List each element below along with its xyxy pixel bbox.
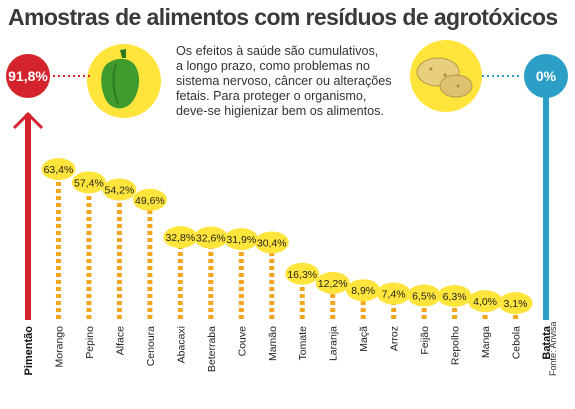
description-line: Os efeitos à saúde são cumulativos,: [176, 44, 379, 58]
bar-blob: [407, 284, 442, 307]
value-badge-min: [524, 54, 568, 98]
value-label: 3,1%: [504, 298, 528, 310]
value-label: 32,6%: [196, 233, 226, 245]
bar-blob: [102, 178, 137, 201]
category-label: Tomate: [297, 326, 309, 361]
bar-ray: [513, 313, 519, 320]
description-text: Os efeitos à saúde são cumulativos, a lo…: [176, 44, 406, 119]
bar-blob: [346, 279, 381, 302]
bar-blob: [376, 282, 411, 305]
bar-blob: [163, 226, 198, 249]
category-label: Alface: [114, 326, 126, 355]
description-line: sistema nervoso, câncer ou alterações: [176, 74, 392, 88]
bar-ray: [147, 209, 153, 320]
bar-cap: [12, 111, 44, 130]
value-label: 54,2%: [105, 185, 135, 197]
bar-blob: [71, 171, 106, 194]
value-label: 91,8%: [8, 68, 48, 84]
chart-title: Amostras de alimentos com resíduos de ag…: [8, 4, 558, 30]
bar-batata: [543, 90, 549, 320]
green-pepper-icon: [101, 49, 140, 109]
category-label: Arroz: [389, 326, 401, 351]
bar-blob: [224, 228, 259, 251]
category-label: Maçã: [358, 326, 370, 352]
value-label: 30,4%: [257, 237, 287, 249]
category-label: Feijão: [419, 326, 431, 355]
category-label: Abacaxi: [175, 326, 187, 363]
bar-ray: [421, 305, 427, 320]
bar-ray: [482, 311, 488, 320]
potato-icon: [416, 57, 473, 98]
bar-ray: [269, 252, 275, 320]
bar-ray: [391, 303, 397, 320]
category-label: Pepino: [84, 326, 96, 359]
value-label: 12,2%: [318, 278, 348, 290]
bar-blob: [468, 290, 503, 313]
bar-ray: [86, 192, 92, 320]
category-label: Laranja: [328, 326, 340, 361]
bar-blob: [285, 262, 320, 285]
value-label: 16,3%: [287, 269, 317, 281]
bar-blob: [437, 285, 472, 307]
category-label: Cenoura: [145, 326, 157, 366]
value-badge-max: [6, 54, 50, 98]
value-label: 57,4%: [74, 177, 104, 189]
bar-ray: [208, 247, 214, 320]
bar-ray: [360, 300, 366, 320]
value-label: 63,4%: [44, 164, 74, 176]
description-line: deve-se higienizar bem os alimentos.: [176, 104, 384, 118]
bar-blob: [193, 226, 228, 249]
value-label: 32,8%: [165, 232, 195, 244]
bar-blob: [41, 158, 76, 181]
bar-blob: [315, 271, 350, 294]
category-label: Pimentão: [23, 326, 35, 376]
bar-ray: [452, 306, 458, 320]
category-label: Morango: [53, 326, 65, 368]
value-label: 7,4%: [382, 289, 406, 301]
value-label: 4,0%: [473, 296, 497, 308]
category-label: Batata: [541, 325, 553, 360]
category-label: Repolho: [450, 326, 462, 365]
bar-blob: [498, 292, 533, 315]
bar-blob: [132, 188, 167, 211]
category-label: Manga: [480, 326, 492, 358]
value-label: 31,9%: [226, 234, 256, 246]
bar-ray: [330, 292, 336, 320]
bar-ray: [238, 249, 244, 320]
category-label: Mamão: [267, 326, 279, 361]
bar-blob: [254, 231, 289, 254]
right-badge: [410, 40, 482, 112]
bar-ray: [177, 247, 183, 320]
value-label: 0%: [536, 68, 557, 84]
description-line: a longo prazo, como problemas no: [176, 59, 370, 73]
value-label: 8,9%: [351, 285, 375, 297]
bar-ray: [116, 199, 122, 320]
category-label: Couve: [236, 326, 248, 357]
value-label: 6,3%: [443, 291, 467, 303]
bar-ray: [55, 179, 61, 320]
category-label: Cebola: [511, 326, 523, 359]
value-label: 6,5%: [412, 291, 436, 303]
description-line: fetais. Para proteger o organismo,: [176, 89, 367, 103]
bar-pimentao: [25, 114, 31, 320]
bar-ray: [299, 283, 305, 320]
left-badge: [87, 44, 161, 118]
category-label: Beterraba: [206, 326, 218, 372]
value-label: 49,6%: [135, 195, 165, 207]
